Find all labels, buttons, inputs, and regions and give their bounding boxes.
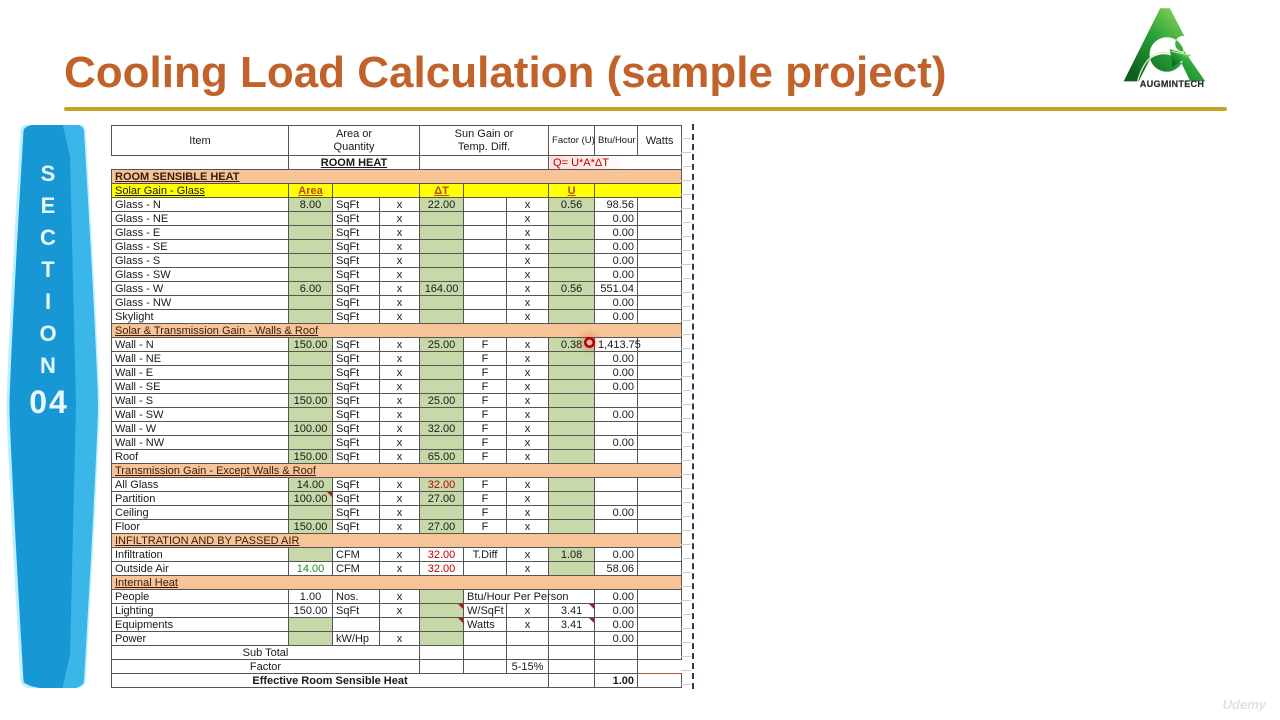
svg-text:AUGMINTECH: AUGMINTECH bbox=[1140, 79, 1205, 89]
